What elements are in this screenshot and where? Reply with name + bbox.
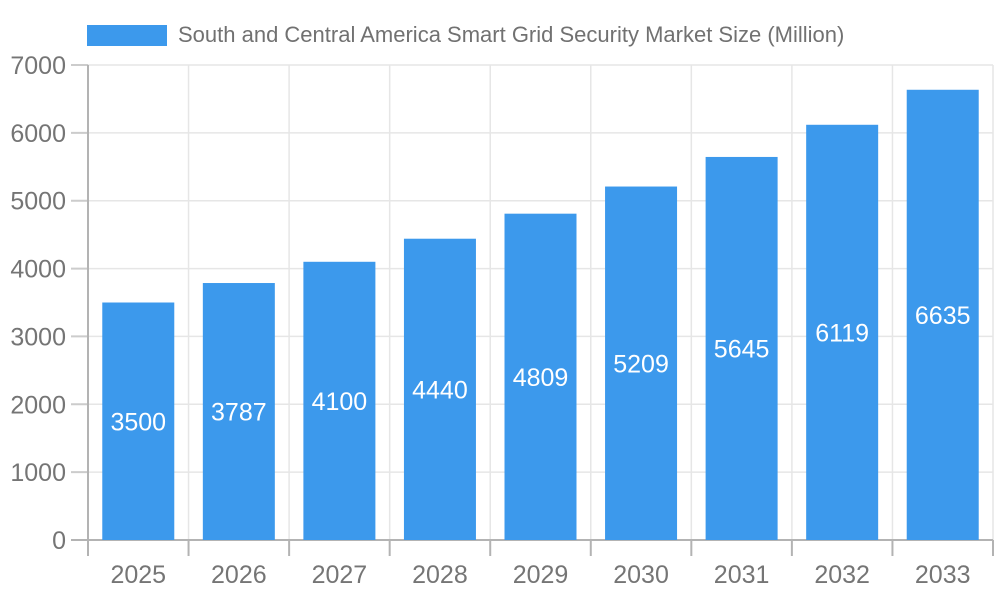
- bar-value-label: 5209: [613, 350, 669, 378]
- bar-value-label: 3500: [110, 408, 166, 436]
- chart-title: South and Central America Smart Grid Sec…: [178, 22, 845, 47]
- x-tick-label: 2029: [513, 561, 569, 589]
- y-tick-label: 7000: [10, 52, 66, 80]
- bar[interactable]: [906, 89, 979, 541]
- bar-value-label: 4100: [312, 388, 368, 416]
- bar[interactable]: [403, 238, 476, 540]
- y-tick-label: 0: [52, 527, 66, 555]
- x-tick-label: 2032: [814, 561, 870, 589]
- y-tick-label: 5000: [10, 188, 66, 216]
- bar[interactable]: [806, 124, 879, 541]
- x-tick-label: 2031: [714, 561, 770, 589]
- bar-value-label: 6635: [915, 302, 971, 330]
- x-tick-label: 2026: [211, 561, 267, 589]
- x-tick-label: 2028: [412, 561, 468, 589]
- bar-value-label: 6119: [815, 319, 869, 347]
- legend-swatch: [87, 24, 167, 46]
- bar-value-label: 4440: [412, 376, 468, 404]
- legend: South and Central America Smart Grid Sec…: [87, 22, 844, 48]
- bar[interactable]: [504, 213, 577, 541]
- bar[interactable]: [705, 156, 778, 541]
- x-tick-label: 2025: [110, 561, 166, 589]
- bar-value-label: 3787: [211, 399, 267, 427]
- y-tick-label: 3000: [10, 323, 66, 351]
- x-tick-label: 2033: [915, 561, 971, 589]
- bar[interactable]: [202, 283, 275, 540]
- y-tick-label: 1000: [10, 459, 66, 487]
- bar-value-label: 4809: [513, 364, 569, 392]
- bar[interactable]: [102, 302, 175, 541]
- y-tick-label: 4000: [10, 256, 66, 284]
- bar-value-label: 5645: [714, 335, 770, 363]
- bar[interactable]: [303, 261, 376, 540]
- bar[interactable]: [605, 186, 678, 540]
- y-tick-label: 2000: [10, 391, 66, 419]
- x-tick-label: 2030: [613, 561, 669, 589]
- x-tick-label: 2027: [312, 561, 368, 589]
- y-tick-label: 6000: [10, 120, 66, 148]
